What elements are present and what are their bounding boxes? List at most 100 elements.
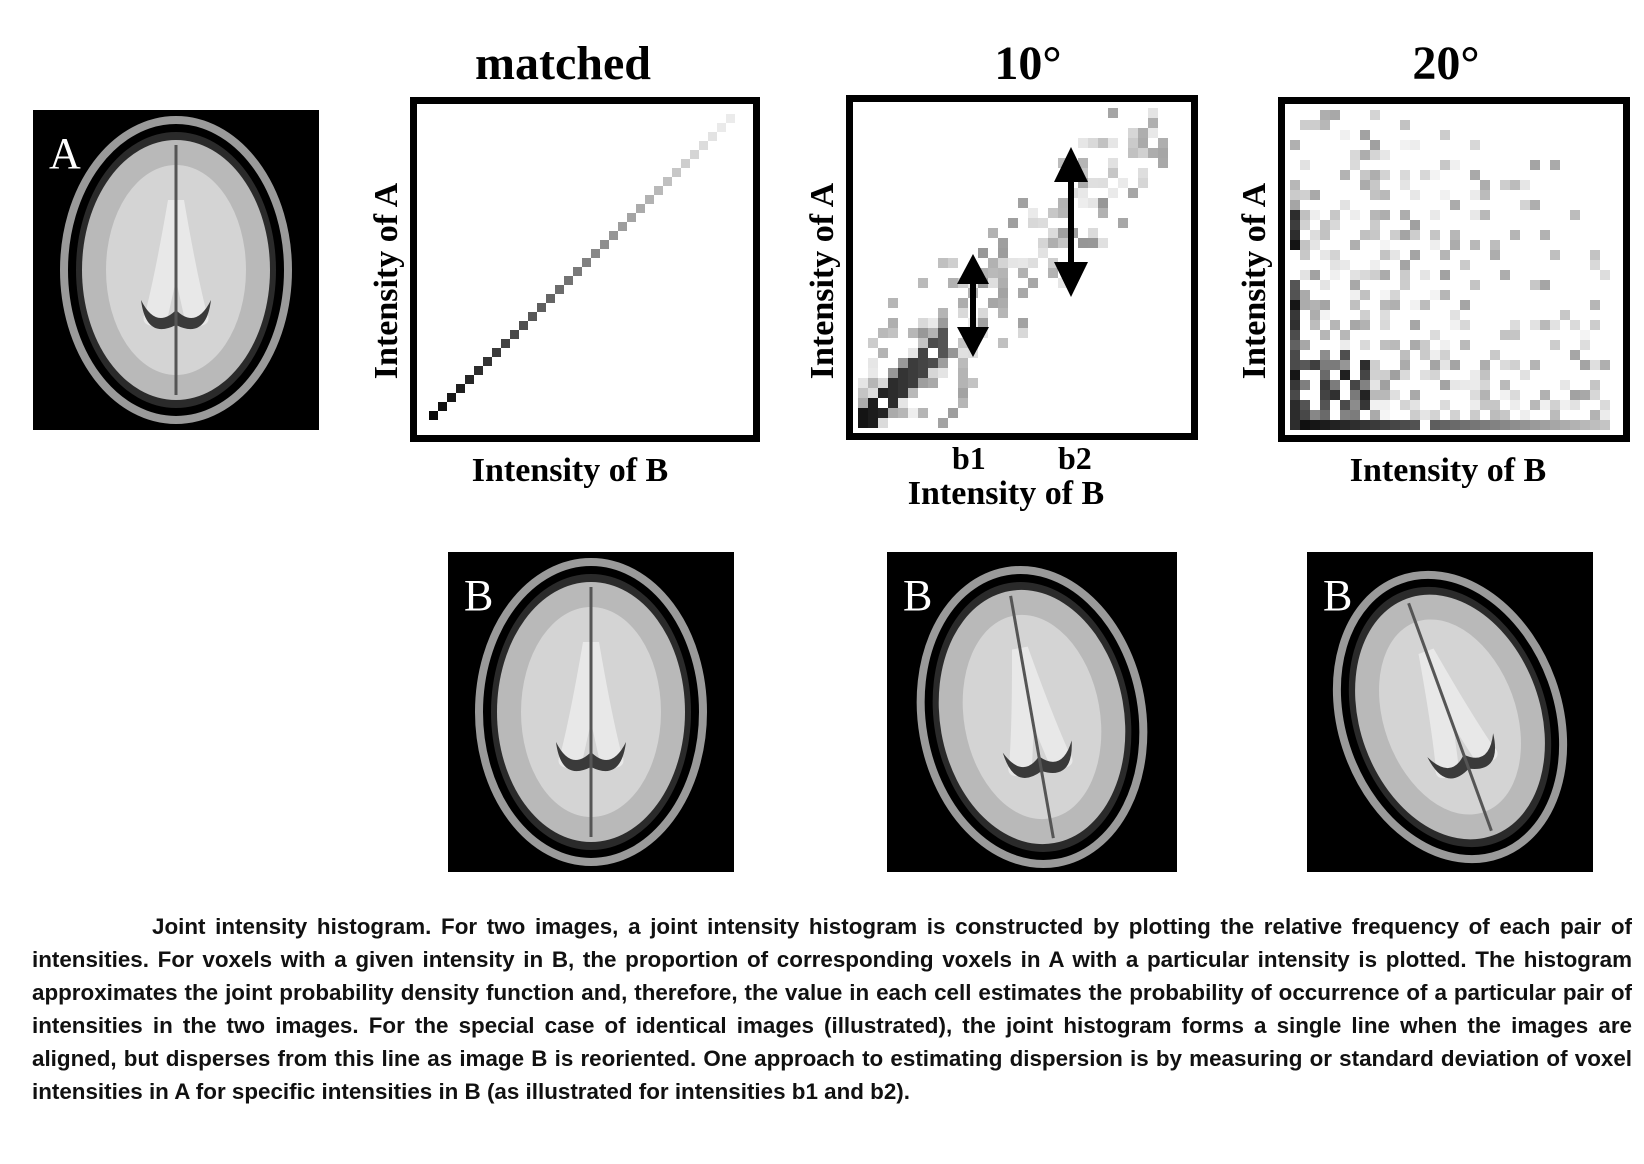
histogram-cell: [474, 366, 483, 375]
histogram-cell: [573, 267, 582, 276]
histogram-cell: [1300, 360, 1310, 370]
histogram-cell: [1400, 180, 1410, 190]
histogram-cell: [1590, 260, 1600, 270]
histogram-cell: [1350, 280, 1360, 290]
histogram-cell: [1430, 360, 1440, 370]
histogram-cell: [1330, 220, 1340, 230]
histogram-cell: [1078, 138, 1088, 148]
histogram-cell: [1300, 250, 1310, 260]
histogram-cell: [1300, 120, 1310, 130]
histogram-cell: [1300, 240, 1310, 250]
histogram-cell: [1540, 230, 1550, 240]
histogram-cell: [948, 408, 958, 418]
histogram-cell: [1038, 248, 1048, 258]
histogram-cell: [1290, 400, 1300, 410]
histogram-cell: [1360, 370, 1370, 380]
histogram-cell: [1370, 260, 1380, 270]
histogram-cell: [1340, 170, 1350, 180]
xlabel-matched: Intensity of B: [471, 452, 669, 489]
histogram-cell: [1148, 118, 1158, 128]
histogram-cell: [1590, 320, 1600, 330]
brain-image-b-matched: B: [448, 552, 734, 872]
histogram-cell: [1048, 258, 1058, 268]
histogram-cell: [1290, 180, 1300, 190]
histogram-cell: [1510, 390, 1520, 400]
histogram-cell: [868, 408, 878, 418]
image-label-b-20deg: B: [1323, 571, 1353, 620]
histogram-cell: [1018, 318, 1028, 328]
histogram-cell: [938, 358, 948, 368]
brain-image-b-10deg: B: [887, 552, 1177, 872]
histogram-cell: [1430, 330, 1440, 340]
histogram-cell: [1420, 170, 1430, 180]
histogram-cell: [1290, 190, 1300, 200]
histogram-cell: [1018, 328, 1028, 338]
histogram-cell: [1500, 390, 1510, 400]
histogram-cell: [1470, 190, 1480, 200]
histogram-cell: [1430, 290, 1440, 300]
histogram-cell: [528, 312, 537, 321]
histogram-cell: [958, 358, 968, 368]
histogram-cell: [1350, 400, 1360, 410]
histogram-cell: [1430, 240, 1440, 250]
histogram-cell: [928, 368, 938, 378]
histogram-cell: [510, 330, 519, 339]
histogram-cell: [1310, 240, 1320, 250]
histogram-cell: [1470, 390, 1480, 400]
histogram-cell: [1290, 140, 1300, 150]
histogram-cell: [1470, 280, 1480, 290]
histogram-cell: [1350, 410, 1360, 420]
ylabel-matched: Intensity of A: [368, 182, 405, 380]
histogram-cell: [1380, 170, 1390, 180]
histogram-cell: [1290, 210, 1300, 220]
histogram-cell: [898, 398, 908, 408]
histogram-cell: [938, 418, 948, 428]
histogram-cell: [1430, 350, 1440, 360]
histogram-cell: [1460, 420, 1470, 430]
histogram-cell: [1310, 360, 1320, 370]
histogram-cell: [1470, 140, 1480, 150]
histogram-cell: [1138, 128, 1148, 138]
histogram-cell: [1290, 310, 1300, 320]
histogram-cell: [958, 338, 968, 348]
histogram-cell: [1340, 330, 1350, 340]
histogram-cell: [672, 168, 681, 177]
histogram-cell: [1350, 380, 1360, 390]
histogram-cell: [1470, 420, 1480, 430]
histogram-cell: [1440, 250, 1450, 260]
histogram-cell: [1600, 270, 1610, 280]
histogram-cell: [1500, 380, 1510, 390]
histogram-cell: [988, 268, 998, 278]
xlabel-20deg: Intensity of B: [1349, 452, 1547, 489]
histogram-cell: [1310, 420, 1320, 430]
histogram-cell: [1300, 300, 1310, 310]
histogram-cell: [1370, 420, 1380, 430]
histogram-cell: [1440, 290, 1450, 300]
histogram-cell: [868, 368, 878, 378]
histogram-cell: [1018, 258, 1028, 268]
histogram-cell: [1400, 400, 1410, 410]
histogram-cell: [1310, 410, 1320, 420]
histogram-cell: [1058, 228, 1068, 238]
histogram-matched: [410, 97, 760, 442]
histogram-cell: [1300, 380, 1310, 390]
histogram-cell: [858, 388, 868, 398]
histogram-cell: [1460, 340, 1470, 350]
histogram-cell: [1300, 270, 1310, 280]
histogram-cell: [1360, 360, 1370, 370]
histogram-cell: [1290, 340, 1300, 350]
histogram-cell: [1490, 410, 1500, 420]
histogram-cell: [1300, 160, 1310, 170]
histogram-cell: [1400, 360, 1410, 370]
histogram-cell: [1510, 330, 1520, 340]
histogram-cell: [1390, 250, 1400, 260]
histogram-cell: [1300, 220, 1310, 230]
histogram-cell: [492, 348, 501, 357]
histogram-cell: [1370, 410, 1380, 420]
histogram-cell: [908, 378, 918, 388]
histogram-cell: [1430, 210, 1440, 220]
histogram-cell: [618, 222, 627, 231]
histogram-cell: [1440, 420, 1450, 430]
histogram-cell: [1540, 420, 1550, 430]
histogram-cell: [898, 378, 908, 388]
